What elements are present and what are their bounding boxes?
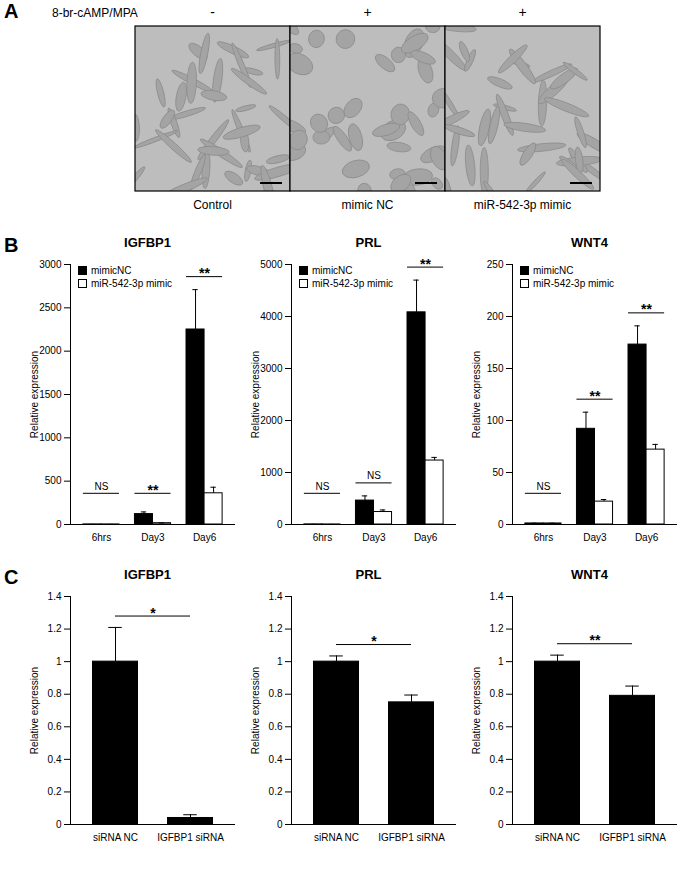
svg-text:-: - (210, 4, 215, 20)
html-text:IGFBP1: IGFBP1 (124, 567, 171, 582)
svg-text:Control: Control (193, 198, 232, 212)
svg-text:Day3: Day3 (362, 532, 386, 543)
html-text:B: B (4, 234, 19, 256)
svg-text:IGFBP1 siRNA: IGFBP1 siRNA (599, 832, 666, 843)
svg-text:Day6: Day6 (635, 532, 659, 543)
svg-text:0.4: 0.4 (490, 754, 504, 765)
svg-text:miR-542-3p mimic: miR-542-3p mimic (474, 198, 571, 212)
html-text:miR-542-3p mimic: miR-542-3p mimic (533, 278, 615, 289)
svg-text:50: 50 (492, 467, 504, 478)
svg-text:Relative expression: Relative expression (250, 351, 261, 438)
svg-text:2500: 2500 (39, 302, 62, 313)
svg-text:0.4: 0.4 (48, 754, 62, 765)
svg-text:8-br-cAMP/MPA: 8-br-cAMP/MPA (52, 6, 138, 20)
svg-text:200: 200 (487, 311, 504, 322)
html-text:mimicNC: mimicNC (533, 265, 574, 276)
html-text:IGFBP1: IGFBP1 (124, 235, 171, 250)
svg-text:0: 0 (277, 519, 283, 530)
svg-text:1500: 1500 (39, 389, 62, 400)
svg-text:500: 500 (45, 475, 62, 486)
svg-text:Relative expression: Relative expression (250, 667, 261, 754)
svg-text:150: 150 (487, 363, 504, 374)
svg-text:siRNA NC: siRNA NC (93, 832, 138, 843)
html-text:C: C (4, 566, 19, 588)
svg-text:0.8: 0.8 (48, 688, 62, 699)
svg-text:**: ** (148, 482, 159, 498)
html-text:A: A (4, 0, 19, 22)
svg-text:Relative expression: Relative expression (29, 667, 40, 754)
svg-text:1: 1 (277, 656, 283, 667)
svg-text:NS: NS (367, 470, 381, 481)
svg-text:1000: 1000 (39, 432, 62, 443)
svg-text:**: ** (420, 256, 431, 272)
svg-text:5000: 5000 (260, 259, 283, 270)
svg-text:*: * (371, 633, 377, 649)
svg-text:**: ** (641, 301, 652, 317)
svg-text:Day6: Day6 (193, 532, 217, 543)
svg-text:NS: NS (315, 481, 329, 492)
svg-text:Day3: Day3 (141, 532, 165, 543)
svg-text:0.6: 0.6 (269, 721, 283, 732)
svg-text:**: ** (199, 265, 210, 281)
svg-text:0.2: 0.2 (48, 786, 62, 797)
svg-text:0: 0 (277, 819, 283, 830)
svg-text:0.6: 0.6 (48, 721, 62, 732)
svg-text:IGFBP1 siRNA: IGFBP1 siRNA (378, 832, 445, 843)
svg-text:0: 0 (56, 519, 62, 530)
svg-text:6hrs: 6hrs (313, 532, 332, 543)
svg-text:0: 0 (56, 819, 62, 830)
svg-text:Day6: Day6 (414, 532, 438, 543)
html-text:PRL: PRL (355, 567, 382, 582)
svg-text:6hrs: 6hrs (92, 532, 111, 543)
svg-text:Relative expression: Relative expression (29, 351, 40, 438)
svg-text:100: 100 (487, 415, 504, 426)
svg-text:1.4: 1.4 (269, 591, 283, 602)
svg-text:1.2: 1.2 (48, 623, 62, 634)
svg-text:+: + (518, 4, 526, 20)
svg-text:6hrs: 6hrs (534, 532, 553, 543)
html-text:WNT4: WNT4 (571, 567, 608, 582)
svg-text:2000: 2000 (39, 345, 62, 356)
svg-text:2000: 2000 (260, 415, 283, 426)
svg-text:3000: 3000 (39, 259, 62, 270)
svg-text:1: 1 (498, 656, 504, 667)
svg-text:4000: 4000 (260, 311, 283, 322)
svg-text:1: 1 (56, 656, 62, 667)
svg-text:0.4: 0.4 (269, 754, 283, 765)
svg-text:*: * (150, 605, 156, 621)
svg-text:siRNA NC: siRNA NC (314, 832, 359, 843)
svg-text:+: + (363, 4, 371, 20)
html-text:WNT4: WNT4 (571, 235, 608, 250)
html-text:PRL: PRL (355, 235, 382, 250)
svg-text:IGFBP1 siRNA: IGFBP1 siRNA (157, 832, 224, 843)
html-text:mimicNC: mimicNC (312, 265, 353, 276)
svg-text:Relative expression: Relative expression (471, 351, 482, 438)
svg-text:0.6: 0.6 (490, 721, 504, 732)
svg-text:NS: NS (94, 481, 108, 492)
svg-text:0: 0 (498, 819, 504, 830)
svg-text:1000: 1000 (260, 467, 283, 478)
svg-text:1.2: 1.2 (490, 623, 504, 634)
svg-text:1.2: 1.2 (269, 623, 283, 634)
svg-text:siRNA NC: siRNA NC (535, 832, 580, 843)
svg-text:mimic NC: mimic NC (342, 198, 394, 212)
svg-text:**: ** (590, 388, 601, 404)
svg-text:**: ** (590, 632, 601, 648)
svg-text:250: 250 (487, 259, 504, 270)
html-text:miR-542-3p mimic: miR-542-3p mimic (312, 278, 394, 289)
svg-text:3000: 3000 (260, 363, 283, 374)
svg-text:0.8: 0.8 (490, 688, 504, 699)
svg-text:Day3: Day3 (583, 532, 607, 543)
svg-text:0: 0 (498, 519, 504, 530)
svg-text:Relative expression: Relative expression (471, 667, 482, 754)
svg-text:0.2: 0.2 (269, 786, 283, 797)
svg-text:0.8: 0.8 (269, 688, 283, 699)
svg-text:1.4: 1.4 (490, 591, 504, 602)
svg-text:NS: NS (536, 481, 550, 492)
html-text:miR-542-3p mimic: miR-542-3p mimic (91, 278, 173, 289)
svg-text:1.4: 1.4 (48, 591, 62, 602)
svg-text:0.2: 0.2 (490, 786, 504, 797)
html-text:mimicNC: mimicNC (91, 265, 132, 276)
